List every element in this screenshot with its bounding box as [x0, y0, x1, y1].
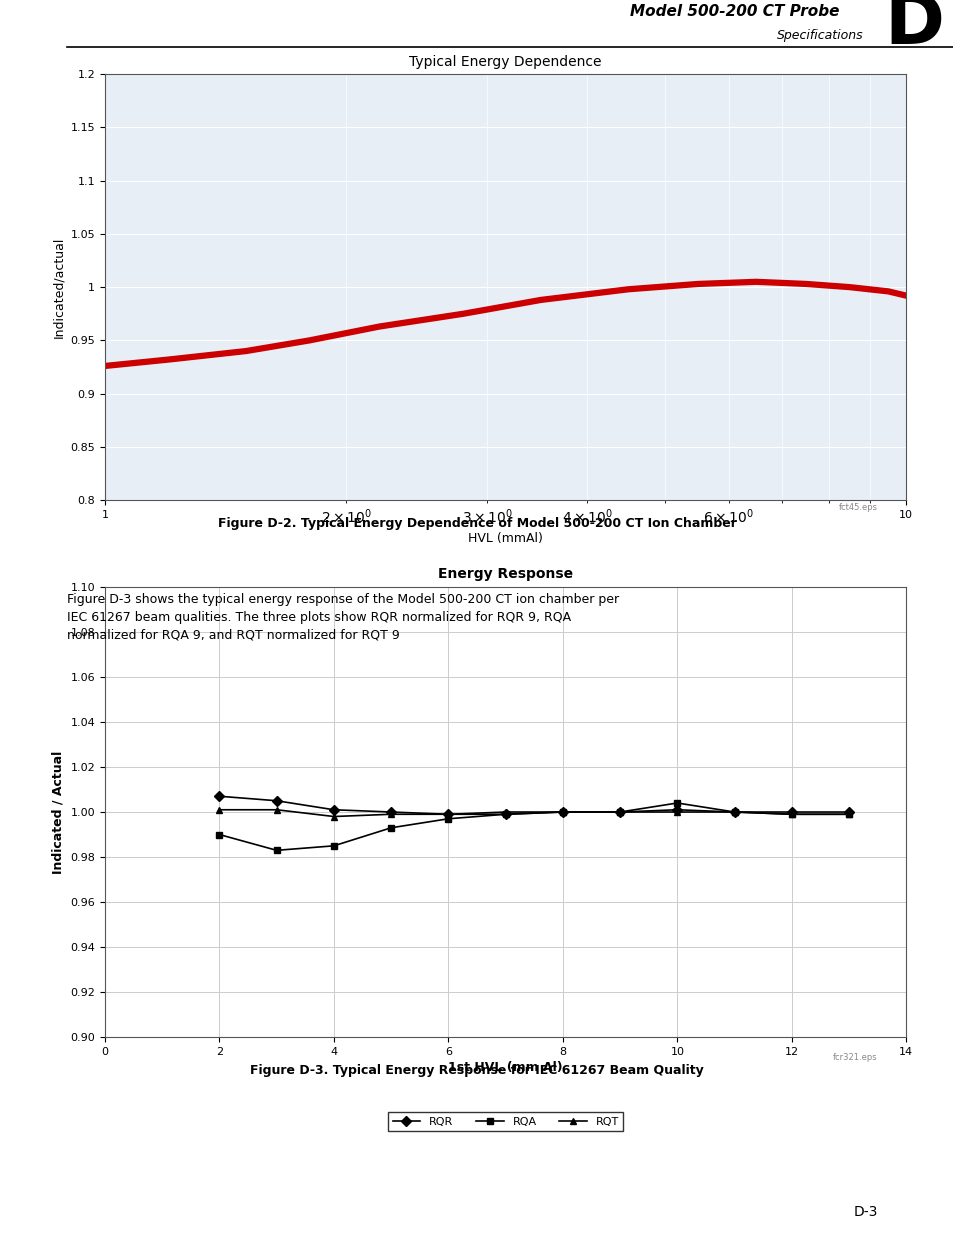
- RQA: [385, 820, 396, 835]
- Y-axis label: Indicated / Actual: Indicated / Actual: [51, 751, 65, 873]
- Title: Typical Energy Dependence: Typical Energy Dependence: [409, 54, 601, 69]
- Text: fct45.eps: fct45.eps: [838, 503, 877, 513]
- RQT: [499, 805, 511, 820]
- RQA: [499, 806, 511, 821]
- RQR: [271, 793, 282, 808]
- RQR: [557, 805, 568, 820]
- RQA: [728, 805, 740, 820]
- RQT: [271, 803, 282, 818]
- RQT: [442, 806, 454, 821]
- RQR: [842, 805, 854, 820]
- RQR: [614, 805, 625, 820]
- RQT: [385, 806, 396, 821]
- RQA: [442, 811, 454, 826]
- RQT: [328, 809, 339, 824]
- RQR: [328, 803, 339, 818]
- RQA: [671, 795, 682, 810]
- Legend: RQR, RQA, RQT: RQR, RQA, RQT: [388, 1113, 622, 1131]
- RQA: [842, 806, 854, 821]
- RQR: [671, 803, 682, 818]
- Text: D: D: [883, 0, 943, 59]
- Title: Energy Response: Energy Response: [437, 567, 573, 582]
- RQA: [328, 839, 339, 853]
- RQT: [728, 805, 740, 820]
- Text: Specifications: Specifications: [776, 30, 862, 42]
- RQT: [213, 803, 225, 818]
- RQT: [842, 806, 854, 821]
- Text: fcr321.eps: fcr321.eps: [832, 1052, 877, 1062]
- RQA: [271, 844, 282, 858]
- RQT: [785, 806, 797, 821]
- RQT: [557, 805, 568, 820]
- RQR: [728, 805, 740, 820]
- Text: Figure D-2. Typical Energy Dependence of Model 500-200 CT Ion Chamber: Figure D-2. Typical Energy Dependence of…: [217, 517, 736, 530]
- X-axis label: 1st HVL (mm Al): 1st HVL (mm Al): [448, 1061, 562, 1074]
- RQA: [213, 827, 225, 842]
- RQT: [671, 805, 682, 820]
- RQR: [213, 789, 225, 804]
- Text: Figure D-3 shows the typical energy response of the Model 500-200 CT ion chamber: Figure D-3 shows the typical energy resp…: [67, 593, 618, 642]
- RQR: [785, 805, 797, 820]
- RQR: [385, 805, 396, 820]
- RQR: [499, 806, 511, 821]
- Y-axis label: Indicated/actual: Indicated/actual: [51, 236, 65, 338]
- RQT: [614, 805, 625, 820]
- Line: RQA: RQA: [215, 799, 852, 853]
- RQR: [442, 806, 454, 821]
- RQA: [557, 805, 568, 820]
- RQA: [785, 806, 797, 821]
- Line: RQR: RQR: [215, 793, 852, 818]
- X-axis label: HVL (mmAl): HVL (mmAl): [468, 532, 542, 545]
- RQA: [614, 805, 625, 820]
- Line: RQT: RQT: [215, 806, 852, 820]
- Text: Figure D-3. Typical Energy Response for IEC 61267 Beam Quality: Figure D-3. Typical Energy Response for …: [250, 1065, 703, 1077]
- Text: D-3: D-3: [852, 1205, 877, 1219]
- Text: Model 500-200 CT Probe: Model 500-200 CT Probe: [629, 4, 839, 19]
